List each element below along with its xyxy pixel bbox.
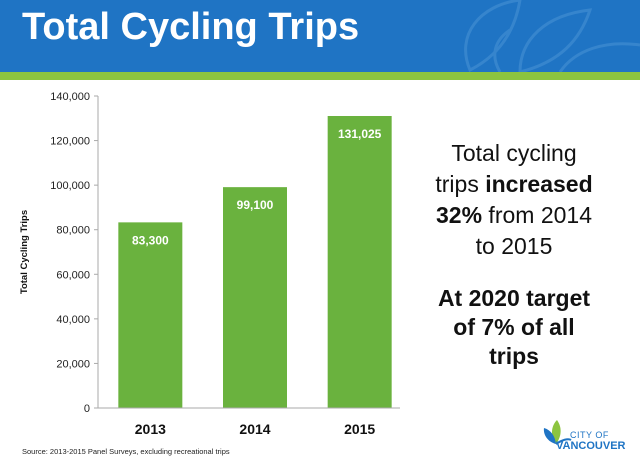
x-tick-label-2013: 2013 bbox=[135, 421, 166, 437]
callout-line-2-bold: increased bbox=[485, 171, 593, 197]
y-tick-label: 100,000 bbox=[50, 180, 90, 192]
y-tick-label: 40,000 bbox=[56, 314, 90, 326]
y-tick-label: 140,000 bbox=[50, 91, 90, 103]
data-label-2015: 131,025 bbox=[338, 127, 382, 141]
source-note: Source: 2013-2015 Panel Surveys, excludi… bbox=[22, 447, 230, 456]
callout-line-3: 32% from 2014 bbox=[400, 200, 628, 231]
city-of-vancouver-leaf-icon bbox=[543, 420, 572, 445]
y-tick-label: 80,000 bbox=[56, 225, 90, 237]
y-axis: 0 20,000 40,000 60,000 80,000 100,000 120,000 1… bbox=[50, 91, 99, 415]
bar-2015 bbox=[327, 116, 392, 408]
city-logo: CITY OF VANCOUVER bbox=[540, 412, 636, 460]
target-line-1: At 2020 target bbox=[437, 285, 591, 311]
bars-group: 83,300 99,100 131,025 bbox=[118, 116, 392, 408]
callout-line-1: Total cycling bbox=[451, 140, 577, 166]
y-tick-label: 120,000 bbox=[50, 136, 90, 148]
bar-chart: 0 20,000 40,000 60,000 80,000 100,000 120,000 1… bbox=[19, 91, 400, 437]
callout-line-3-suffix: from 2014 bbox=[482, 202, 592, 228]
increase-callout: Total cycling trips increased 32% from 2… bbox=[400, 138, 628, 262]
target-line-3: trips bbox=[489, 343, 539, 369]
target-callout: At 2020 target of 7% of all trips bbox=[400, 284, 628, 371]
logo-city-text: CITY OF bbox=[570, 430, 609, 440]
callout-line-2: trips increased bbox=[400, 169, 628, 200]
y-tick-label: 60,000 bbox=[56, 269, 90, 281]
callout-line-2-prefix: trips bbox=[435, 171, 486, 197]
x-tick-label-2015: 2015 bbox=[344, 421, 375, 437]
header-banner: Total Cycling Trips bbox=[0, 0, 640, 72]
bar-2014 bbox=[223, 187, 287, 408]
logo-vancouver-text: VANCOUVER bbox=[556, 440, 626, 452]
y-tick-label: 20,000 bbox=[56, 358, 90, 370]
page-title: Total Cycling Trips bbox=[22, 6, 360, 48]
x-axis: 2013 2014 2015 bbox=[98, 407, 400, 437]
y-axis-label: Total Cycling Trips bbox=[19, 210, 30, 294]
leaf-watermark-icon bbox=[464, 0, 640, 72]
target-line-2: of 7% of all bbox=[453, 314, 575, 340]
bar-2013 bbox=[118, 222, 183, 408]
accent-strip bbox=[0, 72, 640, 80]
y-tick-label: 0 bbox=[84, 403, 90, 415]
x-tick-label-2014: 2014 bbox=[239, 421, 270, 437]
callout-line-3-bold: 32% bbox=[436, 202, 483, 228]
callout-line-4: to 2015 bbox=[475, 233, 553, 259]
data-label-2013: 83,300 bbox=[132, 233, 169, 247]
data-label-2014: 99,100 bbox=[237, 198, 274, 212]
